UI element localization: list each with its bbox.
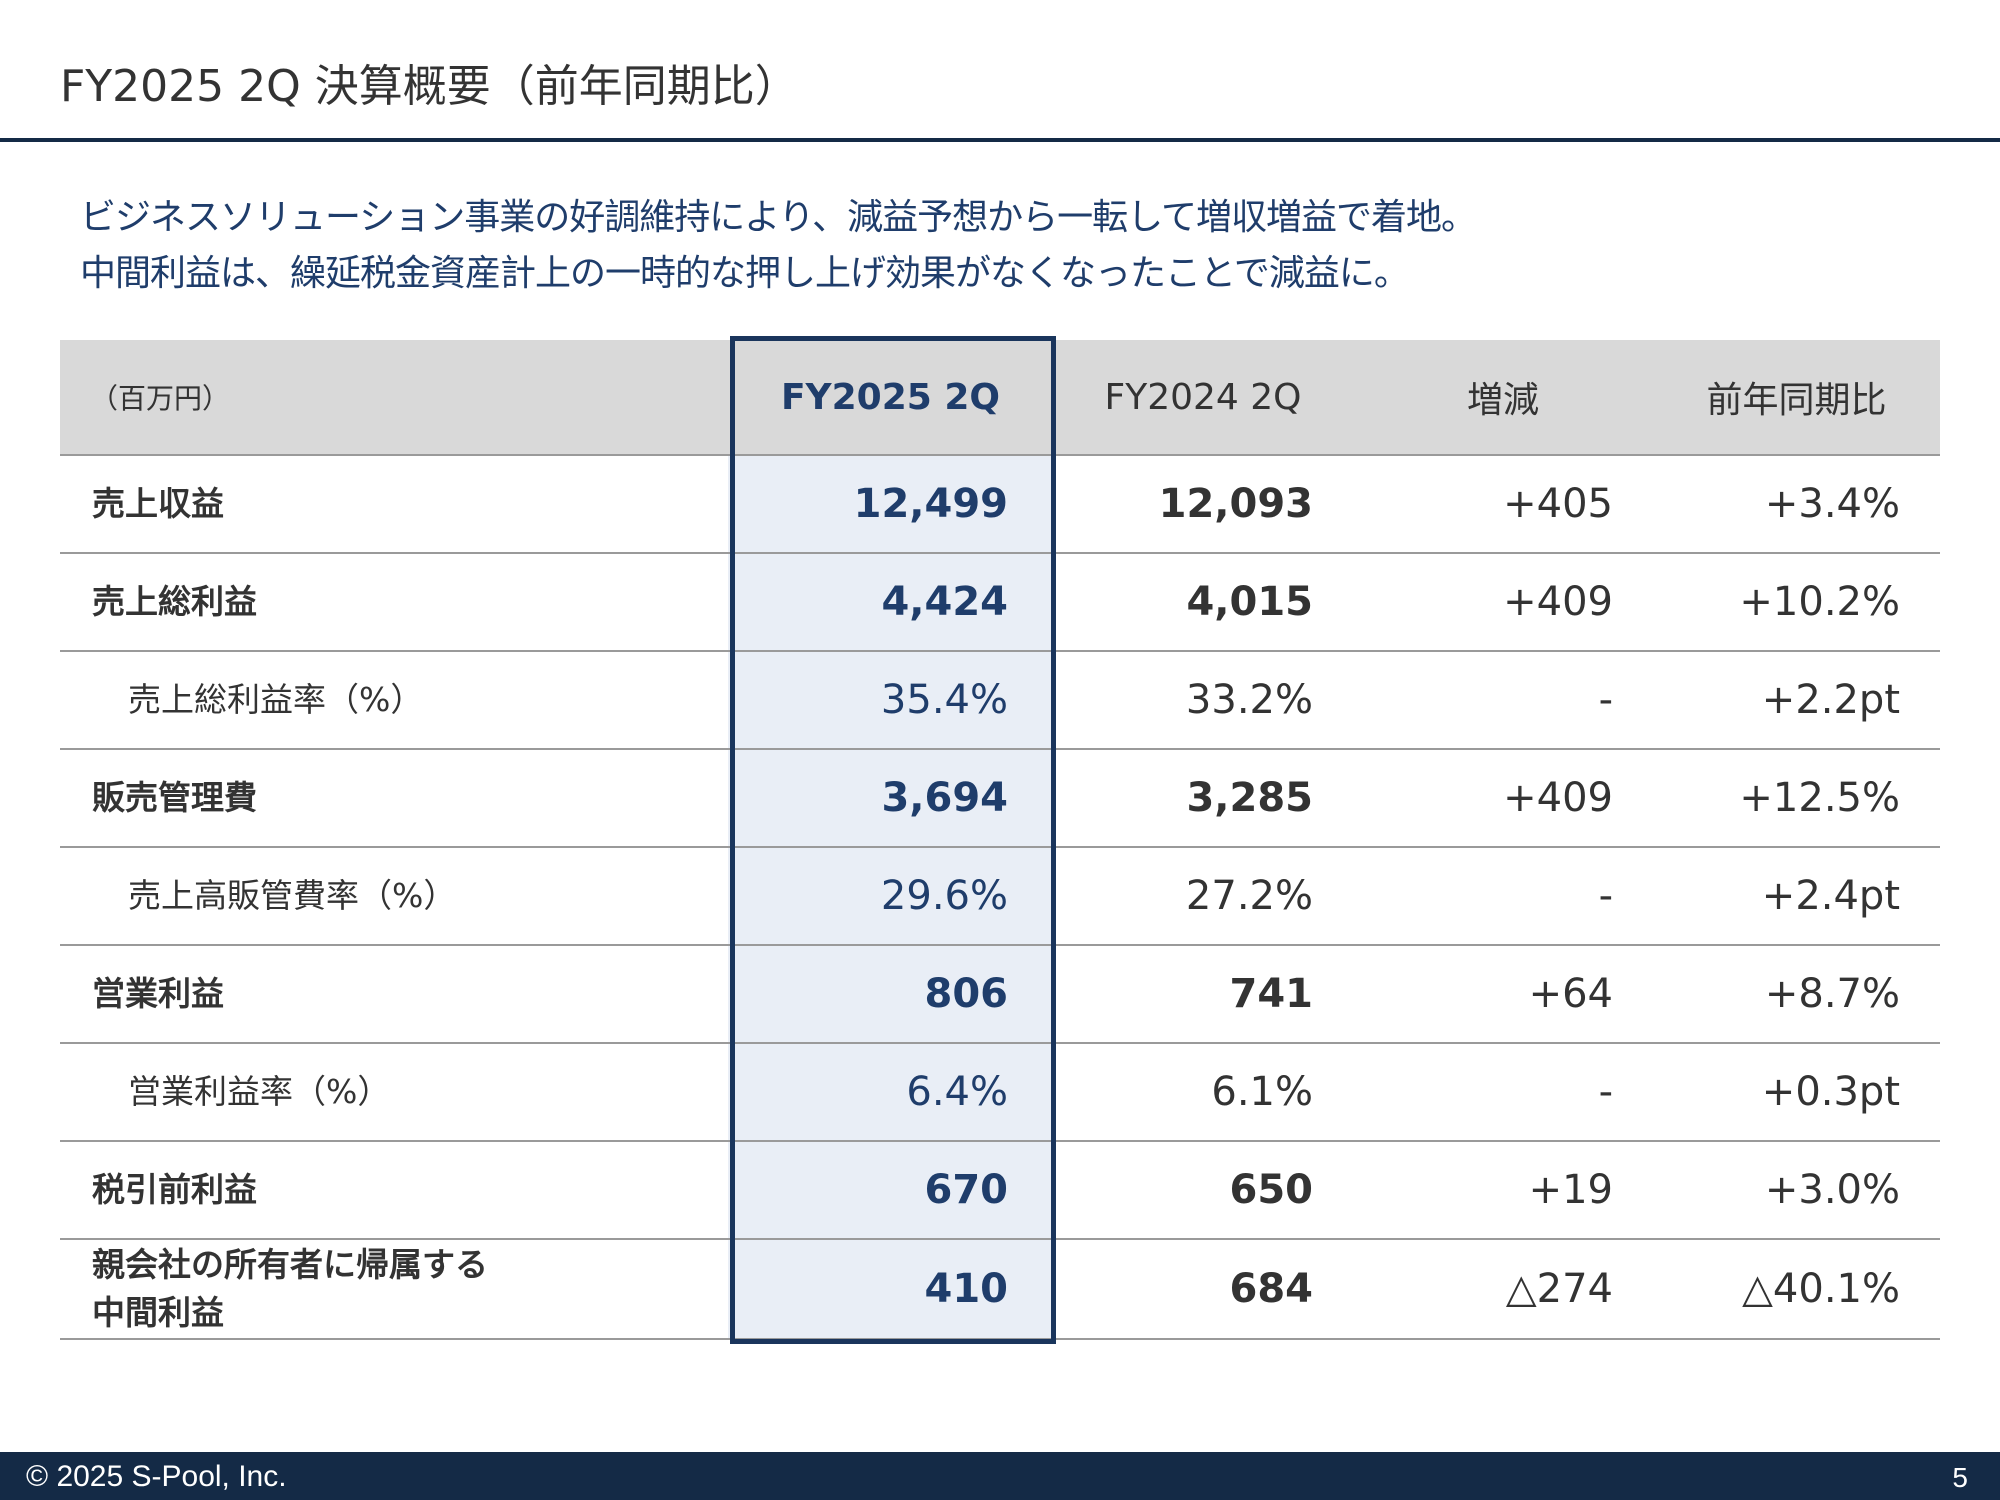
row-label-line-2: 中間利益: [92, 1293, 224, 1332]
yoy-value: +0.3pt: [1653, 1043, 1940, 1142]
prior-value: 684: [1053, 1239, 1353, 1340]
table-row: 販売管理費 3,694 3,285 +409 +12.5%: [60, 749, 1940, 848]
table-row: 営業利益率（%） 6.4% 6.1% - +0.3pt: [60, 1043, 1940, 1142]
page-title: FY2025 2Q 決算概要（前年同期比）: [60, 61, 799, 112]
row-label: 営業利益: [60, 945, 728, 1044]
current-value: 806: [728, 945, 1053, 1044]
change-value: -: [1353, 651, 1653, 750]
current-value: 12,499: [728, 455, 1053, 554]
yoy-value: △40.1%: [1653, 1239, 1940, 1340]
current-value: 670: [728, 1141, 1053, 1240]
summary-line-2: 中間利益は、繰延税金資産計上の一時的な押し上げ効果がなくなったことで減益に。: [80, 253, 1410, 294]
table-row: 売上収益 12,499 12,093 +405 +3.4%: [60, 455, 1940, 554]
prior-value: 741: [1053, 945, 1353, 1044]
row-label: 税引前利益: [60, 1141, 728, 1240]
table-row: 売上総利益率（%） 35.4% 33.2% - +2.2pt: [60, 651, 1940, 750]
row-label: 販売管理費: [60, 749, 728, 848]
row-label: 親会社の所有者に帰属する 中間利益: [60, 1239, 728, 1340]
table-row: 営業利益 806 741 +64 +8.7%: [60, 945, 1940, 1044]
yoy-value: +12.5%: [1653, 749, 1940, 848]
prior-value: 4,015: [1053, 553, 1353, 652]
current-period-header: FY2025 2Q: [728, 340, 1053, 456]
yoy-value: +3.0%: [1653, 1141, 1940, 1240]
current-value: 3,694: [728, 749, 1053, 848]
title-divider: [0, 138, 2000, 142]
table-row: 親会社の所有者に帰属する 中間利益 410 684 △274 △40.1%: [60, 1239, 1940, 1340]
summary-text: ビジネスソリューション事業の好調維持により、減益予想から一転して増収増益で着地。…: [80, 190, 1477, 302]
table-header-row: （百万円） FY2025 2Q FY2024 2Q 増減 前年同期比: [60, 340, 1940, 456]
row-label: 営業利益率（%）: [60, 1043, 728, 1142]
footer-bar: © 2025 S-Pool, Inc. 5: [0, 1452, 2000, 1500]
copyright-text: © 2025 S-Pool, Inc.: [26, 1460, 287, 1493]
change-value: +409: [1353, 553, 1653, 652]
page-number: 5: [1952, 1462, 1968, 1493]
current-value: 410: [728, 1239, 1053, 1340]
current-value: 29.6%: [728, 847, 1053, 946]
row-label: 売上総利益率（%）: [60, 651, 728, 750]
current-value: 4,424: [728, 553, 1053, 652]
change-value: -: [1353, 1043, 1653, 1142]
table-row: 税引前利益 670 650 +19 +3.0%: [60, 1141, 1940, 1240]
change-value: +19: [1353, 1141, 1653, 1240]
row-label: 売上収益: [60, 455, 728, 554]
table-row: 売上総利益 4,424 4,015 +409 +10.2%: [60, 553, 1940, 652]
change-value: △274: [1353, 1239, 1653, 1340]
row-label: 売上総利益: [60, 553, 728, 652]
yoy-value: +2.2pt: [1653, 651, 1940, 750]
yoy-value: +8.7%: [1653, 945, 1940, 1044]
prior-period-header: FY2024 2Q: [1053, 340, 1353, 456]
financial-summary-table: （百万円） FY2025 2Q FY2024 2Q 増減 前年同期比 売上収益 …: [60, 340, 1940, 1340]
table-row: 売上高販管費率（%） 29.6% 27.2% - +2.4pt: [60, 847, 1940, 946]
row-label-line-1: 親会社の所有者に帰属する: [92, 1245, 488, 1284]
prior-value: 27.2%: [1053, 847, 1353, 946]
current-value: 35.4%: [728, 651, 1053, 750]
prior-value: 33.2%: [1053, 651, 1353, 750]
change-value: -: [1353, 847, 1653, 946]
summary-line-1: ビジネスソリューション事業の好調維持により、減益予想から一転して増収増益で着地。: [80, 197, 1477, 238]
prior-value: 12,093: [1053, 455, 1353, 554]
prior-value: 3,285: [1053, 749, 1353, 848]
prior-value: 650: [1053, 1141, 1353, 1240]
yoy-value: +10.2%: [1653, 553, 1940, 652]
change-value: +409: [1353, 749, 1653, 848]
yoy-value: +3.4%: [1653, 455, 1940, 554]
change-header: 増減: [1353, 340, 1653, 456]
change-value: +405: [1353, 455, 1653, 554]
row-label: 売上高販管費率（%）: [60, 847, 728, 946]
yoy-value: +2.4pt: [1653, 847, 1940, 946]
unit-header: （百万円）: [60, 340, 728, 456]
current-value: 6.4%: [728, 1043, 1053, 1142]
yoy-header: 前年同期比: [1653, 340, 1940, 456]
prior-value: 6.1%: [1053, 1043, 1353, 1142]
change-value: +64: [1353, 945, 1653, 1044]
